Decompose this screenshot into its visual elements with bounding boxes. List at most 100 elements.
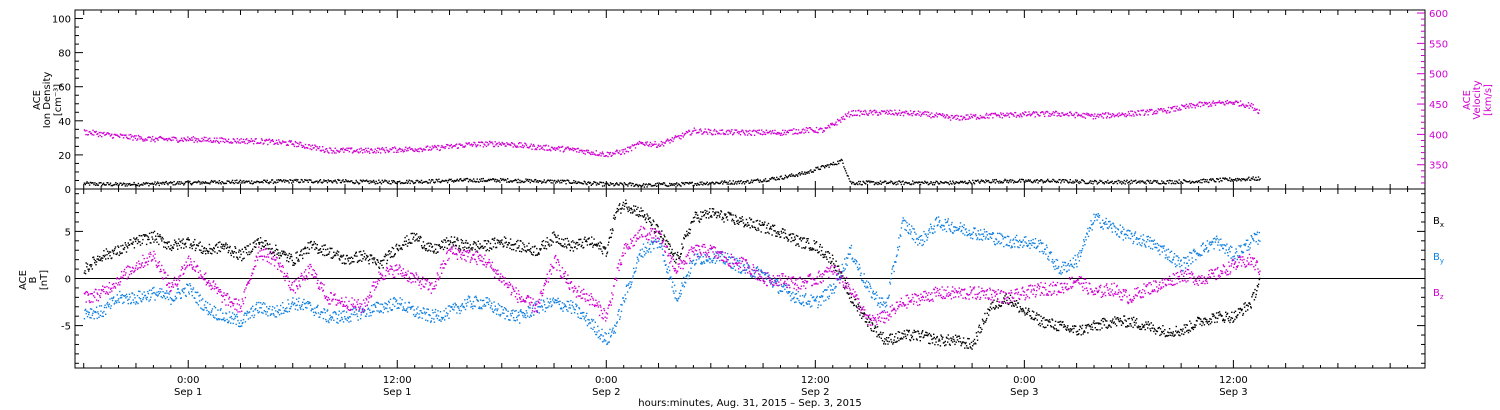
- data-point: [1055, 110, 1058, 113]
- data-point: [1094, 113, 1096, 115]
- data-point: [659, 243, 661, 245]
- data-point: [672, 281, 674, 283]
- data-point: [615, 182, 618, 184]
- data-point: [513, 319, 515, 322]
- data-point: [1245, 104, 1247, 106]
- data-point: [913, 110, 916, 113]
- data-point: [295, 304, 297, 307]
- data-point: [1028, 180, 1031, 182]
- data-point: [863, 113, 866, 116]
- data-point: [744, 272, 746, 274]
- data-point: [1077, 113, 1080, 115]
- data-point: [927, 111, 930, 114]
- data-point: [503, 143, 505, 146]
- data-point: [1145, 183, 1147, 185]
- data-point: [822, 165, 824, 167]
- data-point: [876, 181, 878, 184]
- data-point: [282, 140, 284, 142]
- data-point: [129, 182, 131, 185]
- data-point: [877, 114, 879, 116]
- data-point: [482, 305, 484, 307]
- data-point: [517, 146, 519, 148]
- data-point: [944, 228, 946, 230]
- data-point: [938, 183, 940, 185]
- data-point: [564, 304, 567, 306]
- data-point: [1126, 230, 1128, 232]
- data-point: [108, 133, 110, 135]
- data-point: [1165, 111, 1167, 113]
- data-point: [354, 150, 357, 153]
- data-point: [959, 180, 962, 183]
- data-point: [572, 147, 574, 149]
- data-point: [497, 308, 499, 310]
- data-point: [507, 178, 509, 180]
- data-point: [539, 148, 541, 151]
- data-point: [1180, 108, 1182, 111]
- data-point: [814, 169, 816, 171]
- data-point: [120, 297, 123, 299]
- data-point: [670, 278, 673, 280]
- data-point: [868, 180, 870, 182]
- data-point: [781, 134, 783, 136]
- data-point: [296, 180, 298, 182]
- data-point: [753, 179, 755, 181]
- data-point: [338, 179, 341, 181]
- data-point: [918, 236, 920, 238]
- data-point: [475, 297, 478, 299]
- data-point: [1055, 181, 1058, 184]
- data-point: [641, 142, 644, 144]
- data-point: [865, 180, 868, 182]
- data-point: [315, 312, 317, 315]
- data-point: [1160, 108, 1163, 110]
- data-point: [691, 262, 693, 265]
- field-right-axis: [1417, 193, 1425, 364]
- data-point: [1204, 248, 1206, 250]
- data-point: [324, 312, 326, 314]
- data-point: [1105, 112, 1107, 114]
- data-point: [271, 140, 273, 142]
- data-point: [1255, 241, 1257, 243]
- data-point: [823, 165, 825, 168]
- data-point: [1239, 100, 1242, 102]
- data-point: [1249, 179, 1252, 181]
- data-point: [1193, 251, 1196, 253]
- data-point: [1139, 114, 1141, 116]
- data-point: [623, 153, 626, 155]
- data-point: [855, 263, 857, 265]
- data-point: [1228, 101, 1230, 104]
- data-point: [699, 181, 701, 183]
- data-point: [1040, 111, 1043, 113]
- data-point: [183, 183, 186, 185]
- data-point: [434, 144, 436, 147]
- data-point: [285, 310, 287, 312]
- data-point: [960, 181, 963, 183]
- data-point: [1081, 179, 1083, 181]
- data-point: [1147, 238, 1149, 241]
- data-point: [511, 181, 513, 183]
- data-point: [1118, 236, 1121, 238]
- data-point: [461, 304, 463, 306]
- data-point: [1033, 242, 1035, 244]
- data-point: [470, 303, 473, 305]
- data-point: [1064, 262, 1067, 264]
- data-point: [958, 227, 960, 230]
- data-point: [781, 285, 783, 287]
- data-point: [831, 164, 834, 166]
- data-point: [526, 179, 528, 182]
- data-point: [1123, 113, 1125, 116]
- data-point: [567, 300, 570, 303]
- data-point: [1194, 107, 1196, 109]
- data-point: [336, 149, 338, 152]
- data-point: [579, 149, 582, 152]
- data-point: [865, 183, 867, 185]
- data-point: [1184, 267, 1187, 269]
- data-point: [166, 138, 168, 140]
- data-point: [211, 180, 214, 183]
- data-point: [1124, 113, 1127, 115]
- data-point: [338, 151, 340, 153]
- data-point: [742, 131, 745, 134]
- data-point: [745, 181, 747, 183]
- data-point: [764, 131, 766, 134]
- data-point: [692, 130, 694, 132]
